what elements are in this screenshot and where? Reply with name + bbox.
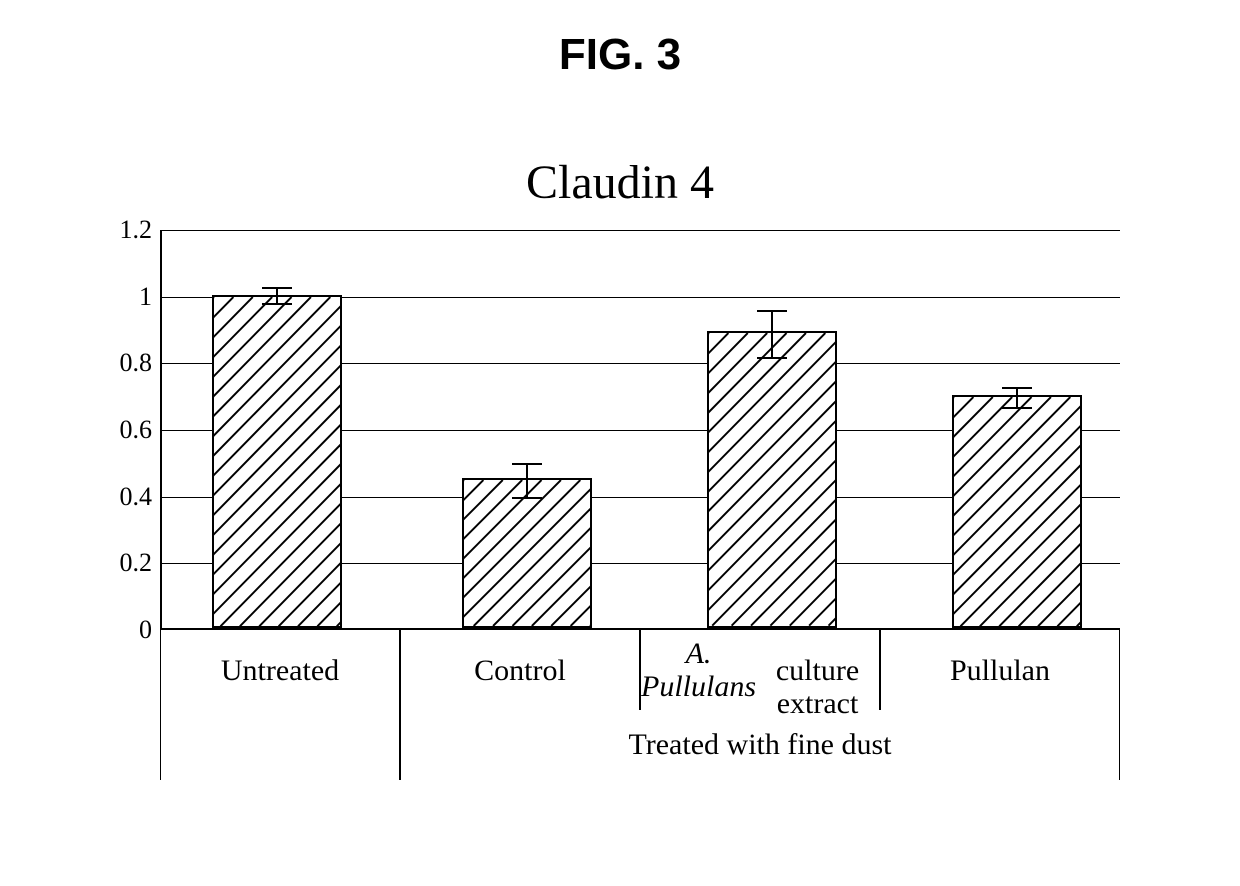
y-tick-label: 1.2	[120, 215, 153, 245]
bar	[707, 331, 837, 628]
error-bar-cap	[1002, 387, 1032, 389]
y-tick-label: 0.6	[120, 415, 153, 445]
y-tick-label: 1	[139, 282, 152, 312]
x-axis-category-label: Untreated	[160, 630, 400, 710]
group-spacer	[160, 710, 400, 780]
error-bar-stem	[526, 463, 528, 496]
bar	[952, 395, 1082, 628]
group-label: Treated with fine dust	[400, 710, 1120, 780]
error-bar-stem	[771, 310, 773, 357]
x-axis-category-label: A. Pullulansculture extract	[640, 630, 880, 710]
x-axis-category-label: Control	[400, 630, 640, 710]
grid-line	[162, 230, 1120, 231]
error-bar-stem	[276, 287, 278, 304]
y-tick-label: 0.2	[120, 548, 153, 578]
plot-area: 00.20.40.60.811.2	[160, 230, 1120, 630]
error-bar-cap	[512, 463, 542, 465]
figure-label: FIG. 3	[559, 30, 681, 80]
chart-title: Claudin 4	[526, 155, 714, 210]
x-axis-category-label: Pullulan	[880, 630, 1120, 710]
bar	[462, 478, 592, 628]
error-bar-cap	[757, 310, 787, 312]
y-tick-label: 0.8	[120, 348, 153, 378]
error-bar-stem	[1016, 387, 1018, 407]
chart-container: 00.20.40.60.811.2 UntreatedControlA. Pul…	[100, 230, 1140, 850]
error-bar-cap	[1002, 407, 1032, 409]
error-bar-cap	[262, 287, 292, 289]
error-bar-cap	[262, 303, 292, 305]
error-bar-cap	[757, 357, 787, 359]
error-bar-cap	[512, 497, 542, 499]
bar	[212, 295, 342, 628]
y-tick-label: 0.4	[120, 482, 153, 512]
y-tick-label: 0	[139, 615, 152, 645]
